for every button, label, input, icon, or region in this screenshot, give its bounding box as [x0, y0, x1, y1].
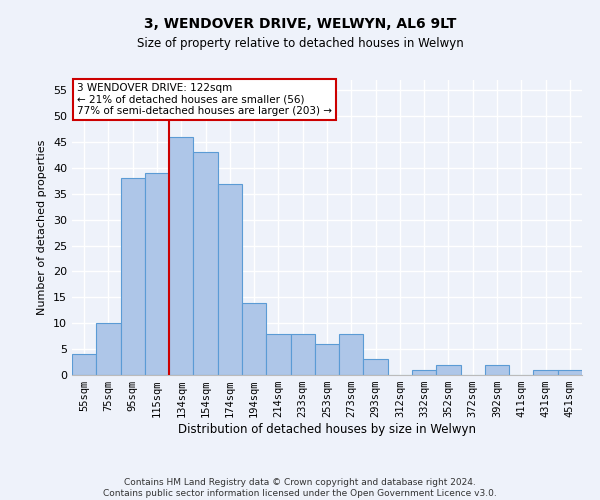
Bar — [121, 178, 145, 375]
Bar — [218, 184, 242, 375]
Bar — [364, 360, 388, 375]
Bar — [290, 334, 315, 375]
Bar — [72, 354, 96, 375]
Bar — [145, 173, 169, 375]
Bar — [242, 302, 266, 375]
Bar — [96, 323, 121, 375]
Bar — [193, 152, 218, 375]
Y-axis label: Number of detached properties: Number of detached properties — [37, 140, 47, 315]
Text: 3, WENDOVER DRIVE, WELWYN, AL6 9LT: 3, WENDOVER DRIVE, WELWYN, AL6 9LT — [144, 18, 456, 32]
Bar — [485, 364, 509, 375]
X-axis label: Distribution of detached houses by size in Welwyn: Distribution of detached houses by size … — [178, 423, 476, 436]
Text: 3 WENDOVER DRIVE: 122sqm
← 21% of detached houses are smaller (56)
77% of semi-d: 3 WENDOVER DRIVE: 122sqm ← 21% of detach… — [77, 83, 332, 116]
Bar — [339, 334, 364, 375]
Bar — [266, 334, 290, 375]
Bar — [533, 370, 558, 375]
Text: Size of property relative to detached houses in Welwyn: Size of property relative to detached ho… — [137, 38, 463, 51]
Bar — [169, 137, 193, 375]
Bar — [436, 364, 461, 375]
Text: Contains HM Land Registry data © Crown copyright and database right 2024.
Contai: Contains HM Land Registry data © Crown c… — [103, 478, 497, 498]
Bar — [558, 370, 582, 375]
Bar — [315, 344, 339, 375]
Bar — [412, 370, 436, 375]
